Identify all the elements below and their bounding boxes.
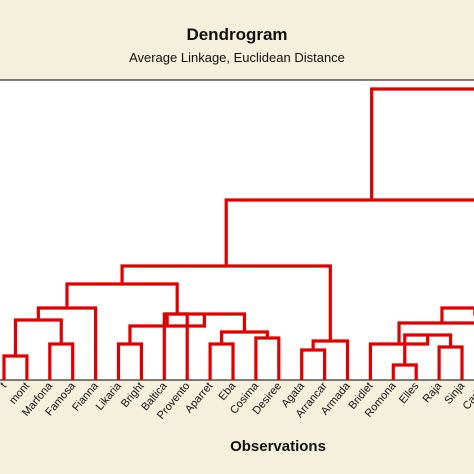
leaf-label: Raja	[421, 380, 445, 406]
dendrogram-link	[440, 306, 474, 323]
leaf-label: Likaria	[94, 380, 125, 413]
dendrogram-links	[2, 87, 474, 380]
leaf-label: Elles	[397, 380, 422, 406]
plot-area	[0, 79, 474, 381]
chart-title: Dendrogram	[186, 25, 287, 44]
leaf-label: t	[0, 380, 9, 390]
x-axis-label: Observations	[230, 438, 326, 455]
chart-subtitle: Average Linkage, Euclidean Distance	[129, 50, 345, 65]
leaf-labels: tmontMarfonaFamosaFiannaLikariaBrightBal…	[0, 380, 474, 422]
dendrogram-link	[370, 87, 474, 200]
